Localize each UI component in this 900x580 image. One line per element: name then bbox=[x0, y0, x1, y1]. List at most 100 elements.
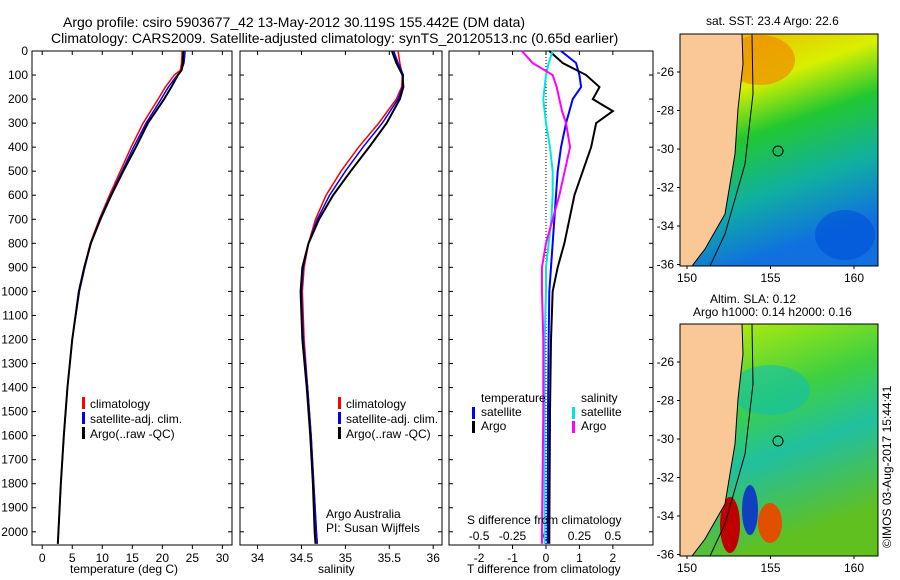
lat-tick-label: -28 bbox=[657, 394, 675, 408]
x-tick-label: -2 bbox=[474, 551, 485, 565]
x-tick-label: 35 bbox=[339, 551, 353, 565]
legend-swatch bbox=[82, 427, 85, 439]
lat-tick-label: -30 bbox=[657, 432, 675, 446]
eddy-blue bbox=[742, 485, 758, 535]
argo-location-marker bbox=[772, 435, 784, 447]
lon-tick-label: 150 bbox=[677, 561, 697, 575]
legend-label: climatology bbox=[346, 397, 406, 411]
x-tick-label: 15 bbox=[126, 551, 140, 565]
depth-tick-label: 300 bbox=[8, 116, 28, 130]
legend-label: Argo(..raw -QC) bbox=[90, 427, 175, 441]
legend-swatch bbox=[82, 397, 85, 409]
depth-tick-label: 1400 bbox=[1, 381, 28, 395]
panel-frame-2 bbox=[448, 50, 654, 546]
depth-tick-label: 1600 bbox=[1, 429, 28, 443]
argo-location-marker bbox=[772, 145, 784, 157]
legend-s-satellite: satellite bbox=[581, 405, 622, 419]
legend-label: satellite-adj. clim. bbox=[90, 412, 182, 426]
s-tick-label: 0.5 bbox=[605, 529, 622, 543]
legend-swatch bbox=[472, 421, 475, 433]
title-line1: Argo profile: csiro 5903677_42 13-May-20… bbox=[63, 14, 526, 30]
eddy-orange bbox=[758, 503, 782, 543]
lat-tick-label: -34 bbox=[657, 509, 675, 523]
panel-frame-1 bbox=[239, 50, 443, 546]
legend-swatch bbox=[472, 407, 475, 419]
legend-t-argo: Argo bbox=[481, 419, 507, 433]
x-tick-label: 34 bbox=[251, 551, 265, 565]
depth-tick-label: 400 bbox=[8, 140, 28, 154]
depth-tick-label: 500 bbox=[8, 164, 28, 178]
map2-title1: Altim. SLA: 0.12 bbox=[710, 292, 797, 306]
series-argo-raw-qc- bbox=[299, 50, 405, 544]
lat-tick-label: -26 bbox=[657, 355, 675, 369]
lat-tick-label: -30 bbox=[657, 142, 675, 156]
depth-tick-label: 1900 bbox=[1, 501, 28, 515]
series-climatology bbox=[301, 50, 404, 544]
lon-tick-label: 150 bbox=[677, 271, 697, 285]
sal-xlabel: salinity bbox=[318, 562, 355, 576]
x-tick-label: -1 bbox=[507, 551, 518, 565]
series-temperature-argo bbox=[548, 50, 615, 544]
temp-xlabel: temperature (deg C) bbox=[70, 562, 179, 576]
lat-tick-label: -28 bbox=[657, 104, 675, 118]
x-tick-label: 0 bbox=[543, 551, 550, 565]
lat-tick-label: -32 bbox=[657, 471, 675, 485]
legend-swatch bbox=[338, 427, 341, 439]
eddy-cyan bbox=[730, 365, 810, 415]
s-tick-label: 0 bbox=[543, 529, 550, 543]
s-tick-label: 0.25 bbox=[568, 529, 592, 543]
depth-tick-label: 1200 bbox=[1, 332, 28, 346]
depth-tick-label: 900 bbox=[8, 260, 28, 274]
legend-temperature: temperature bbox=[481, 391, 546, 405]
lat-tick-label: -34 bbox=[657, 219, 675, 233]
lon-tick-label: 155 bbox=[760, 271, 780, 285]
x-tick-label: 35.5 bbox=[378, 551, 402, 565]
depth-tick-label: 0 bbox=[21, 44, 28, 58]
depth-tick-label: 1000 bbox=[1, 284, 28, 298]
x-tick-label: 25 bbox=[186, 551, 200, 565]
x-tick-label: 0 bbox=[39, 551, 46, 565]
x-tick-label: 1 bbox=[576, 551, 583, 565]
legend-swatch bbox=[572, 421, 575, 433]
legend-swatch bbox=[82, 412, 85, 424]
legend-swatch bbox=[572, 407, 575, 419]
depth-tick-label: 800 bbox=[8, 236, 28, 250]
series-salinity-satellite bbox=[542, 50, 554, 544]
depth-tick-label: 600 bbox=[8, 188, 28, 202]
x-tick-label: 30 bbox=[216, 551, 230, 565]
depth-tick-label: 1100 bbox=[2, 308, 28, 322]
legend-salinity: salinity bbox=[581, 391, 618, 405]
depth-tick-label: 200 bbox=[8, 92, 28, 106]
series-argo-raw-qc- bbox=[56, 50, 185, 544]
legend-swatch bbox=[338, 412, 341, 424]
isobath bbox=[709, 323, 754, 557]
s-tick-label: -0.5 bbox=[469, 529, 490, 543]
map1-title: sat. SST: 23.4 Argo: 22.6 bbox=[706, 14, 839, 28]
s-tick-label: -0.25 bbox=[499, 529, 527, 543]
depth-tick-label: 1300 bbox=[1, 357, 28, 371]
depth-tick-label: 100 bbox=[8, 68, 28, 82]
series-temperature-satellite bbox=[546, 50, 583, 544]
lat-tick-label: -36 bbox=[657, 548, 675, 562]
series-climatology bbox=[57, 50, 183, 544]
series-satellite-adj-clim- bbox=[57, 50, 186, 544]
legend-label: satellite-adj. clim. bbox=[346, 412, 438, 426]
map-frame bbox=[679, 323, 879, 557]
depth-tick-label: 1500 bbox=[1, 405, 28, 419]
legend-s-argo: Argo bbox=[581, 419, 607, 433]
series-salinity-argo bbox=[521, 50, 572, 544]
depth-tick-label: 2000 bbox=[1, 525, 28, 539]
x-tick-label: 10 bbox=[96, 551, 110, 565]
lon-tick-label: 155 bbox=[760, 561, 780, 575]
title-line2: Climatology: CARS2009. Satellite-adjuste… bbox=[51, 30, 619, 46]
series-satellite-adj-clim- bbox=[300, 50, 405, 544]
map2-title2: Argo h1000: 0.14 h2000: 0.16 bbox=[693, 305, 852, 319]
lon-tick-label: 160 bbox=[844, 561, 864, 575]
annotation-2: PI: Susan Wijffels bbox=[326, 521, 420, 535]
x-tick-label: 34.5 bbox=[290, 551, 314, 565]
map-frame bbox=[679, 33, 879, 267]
x-tick-label: 5 bbox=[69, 551, 76, 565]
lat-tick-label: -36 bbox=[657, 258, 675, 272]
diff-xlabel2: S difference from climatology bbox=[467, 513, 622, 527]
